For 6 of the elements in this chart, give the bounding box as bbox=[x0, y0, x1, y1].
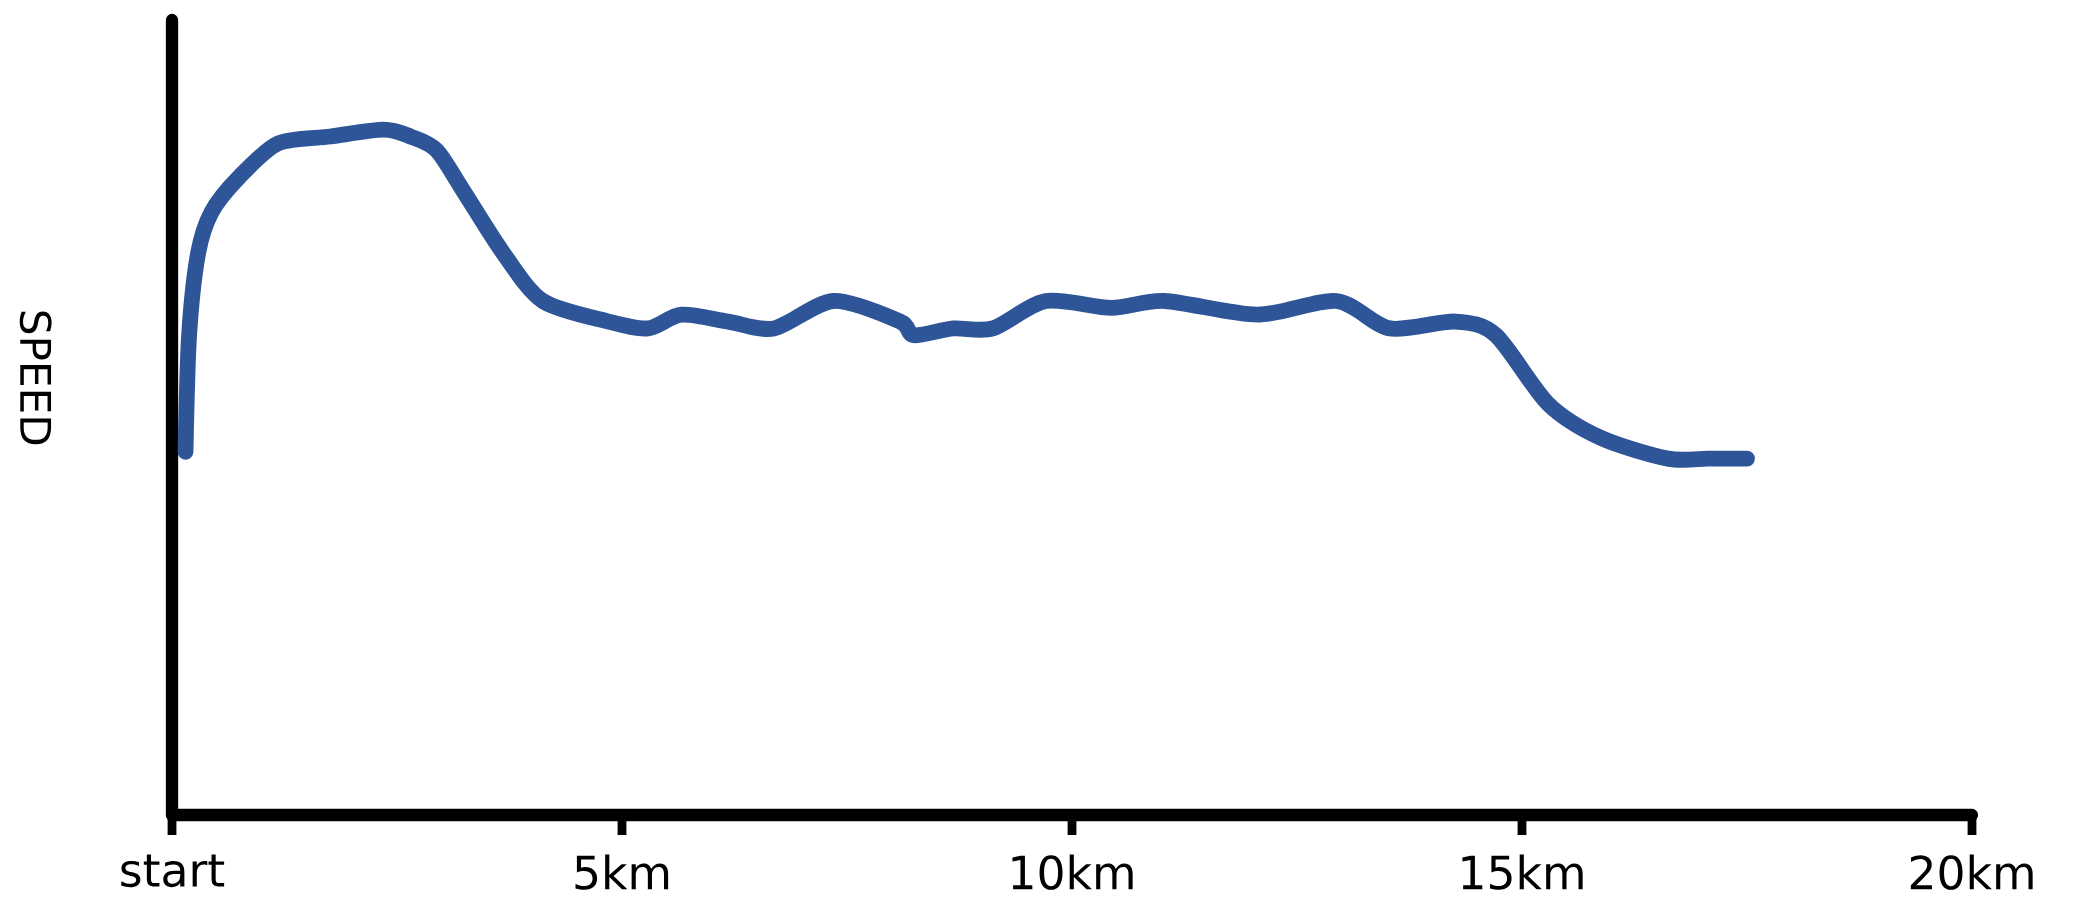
y-axis-title: SPEED bbox=[19, 311, 52, 445]
x-tick-label: 20km bbox=[1910, 854, 2033, 890]
x-tick-label: 15km bbox=[1462, 854, 1583, 890]
x-tick-label: 5km bbox=[575, 854, 669, 890]
x-tick-label: start bbox=[121, 854, 225, 888]
x-tick-label: 10km bbox=[1012, 854, 1133, 890]
